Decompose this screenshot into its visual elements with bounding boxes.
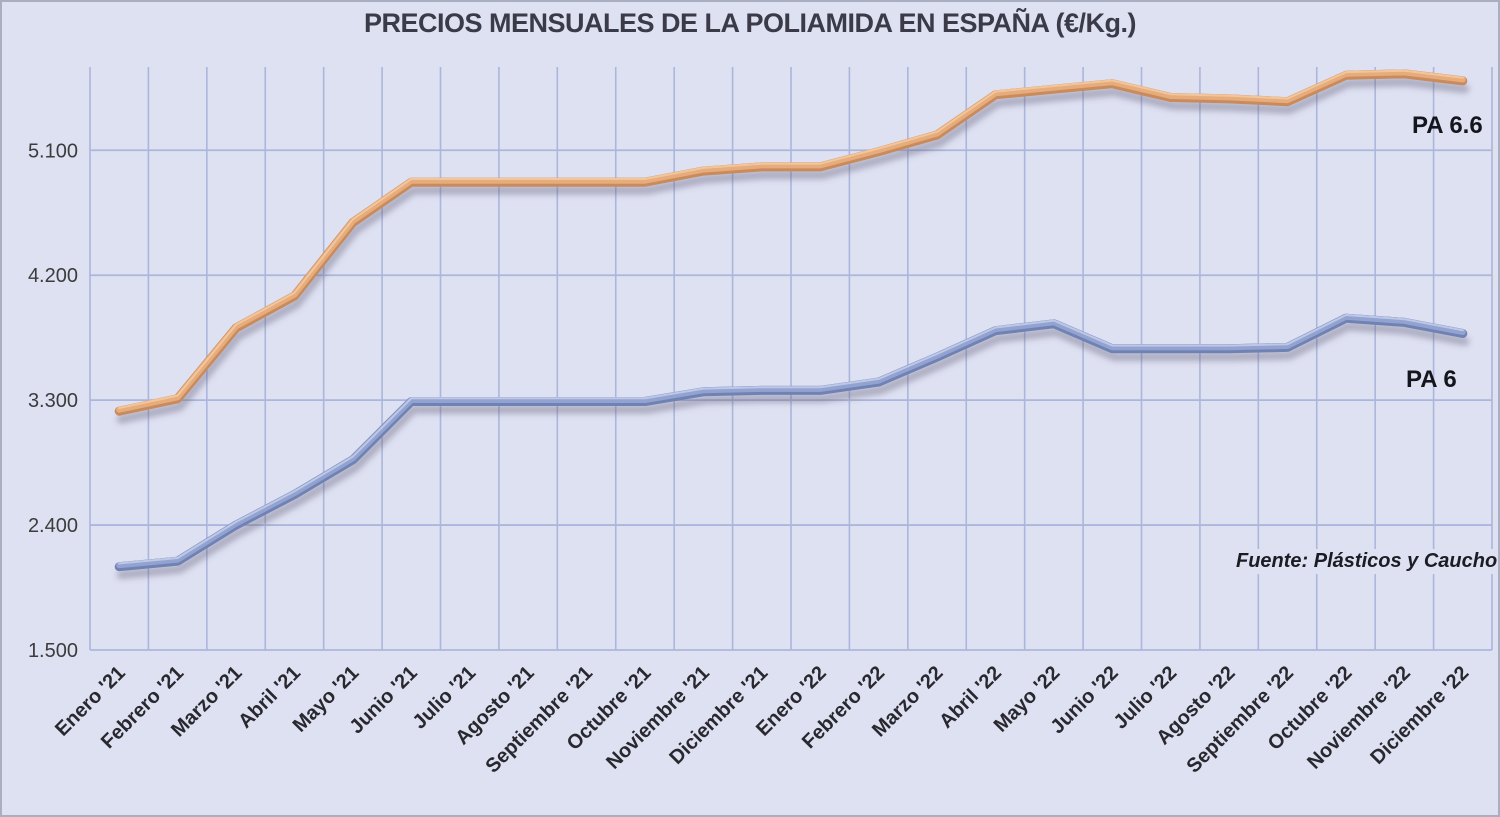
series-line-bevel <box>116 313 1466 569</box>
series-line-bevel <box>116 69 1466 413</box>
series-label-pa66: PA 6.6 <box>1412 112 1483 139</box>
y-tick-label: 4.200 <box>28 265 78 287</box>
y-tick-label: 5.100 <box>28 140 78 162</box>
series-label-pa6: PA 6 <box>1406 366 1457 393</box>
series-line-shadow <box>116 321 1470 580</box>
y-tick-label: 2.400 <box>28 515 78 537</box>
chart-title: PRECIOS MENSUALES DE LA POLIAMIDA EN ESP… <box>363 8 1137 38</box>
source-note: Fuente: Plásticos y Caucho <box>1230 549 1498 574</box>
series-line-shadow <box>116 77 1470 424</box>
y-tick-label: 1.500 <box>28 640 78 662</box>
y-tick-label: 3.300 <box>28 390 78 412</box>
x-tick-label: Septiembre '21 <box>481 662 597 778</box>
x-tick-label: Noviembre '21 <box>602 662 714 774</box>
x-tick-label: Septiembre '22 <box>1182 662 1298 778</box>
x-tick-label: Noviembre '22 <box>1303 662 1415 774</box>
series-line-highlight <box>118 69 1464 410</box>
series-line-highlight <box>118 314 1464 565</box>
series-lines <box>114 69 1470 580</box>
